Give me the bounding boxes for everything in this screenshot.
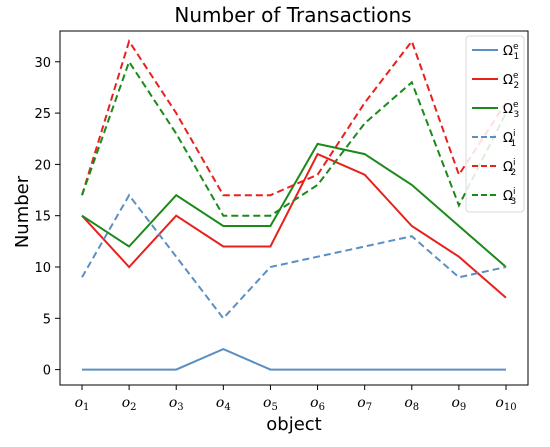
- x-tick-label-2: o3: [169, 395, 184, 413]
- y-tick-label-1: 5: [43, 312, 51, 327]
- y-tick-label-2: 10: [34, 261, 51, 276]
- y-axis-label: Number: [12, 175, 33, 248]
- legend: Ωe 1 Ωe 2 Ωe 3 Ωi 1 Ωi 2 Ωi 3: [465, 35, 525, 213]
- x-tick-label-8: o9: [451, 395, 466, 413]
- y-tick-label-4: 20: [34, 158, 51, 173]
- legend-label-5: Ωi 2: [503, 158, 516, 178]
- chart-title: Number of Transactions: [174, 3, 411, 27]
- y-tick-label-6: 30: [34, 56, 51, 71]
- x-tick-label-1: o2: [122, 395, 137, 413]
- series-layer: [81, 38, 507, 371]
- series-line-5: [81, 38, 507, 197]
- x-tick-label-3: o4: [216, 395, 231, 413]
- legend-box: [465, 35, 525, 213]
- legend-label-3: Ωe 3: [503, 100, 519, 120]
- x-tick-label-0: o1: [75, 395, 90, 413]
- x-tick-label-7: o8: [404, 395, 419, 413]
- series-line-1: [82, 348, 506, 371]
- x-tick-label-6: o7: [357, 395, 372, 413]
- x-tick-label-9: o10: [495, 395, 516, 413]
- axes-layer: 0 5 10 15 20 25 30 o1 o2 o3 o4 o5 o6 o7 o8 o9 o10: [34, 30, 529, 413]
- y-tick-label-3: 15: [34, 210, 51, 225]
- x-tick-label-4: o5: [263, 395, 278, 413]
- legend-label-6: Ωi 3: [503, 187, 516, 207]
- x-axis-label: object: [266, 414, 321, 435]
- plot-frame: [59, 30, 529, 386]
- y-tick-label-5: 25: [34, 107, 51, 122]
- series-line-6: [81, 59, 507, 217]
- series-line-3: [81, 142, 507, 268]
- x-tick-label-5: o6: [310, 395, 325, 413]
- y-tick-label-0: 0: [43, 364, 51, 379]
- legend-label-2: Ωe 2: [503, 71, 519, 91]
- series-line-4: [81, 193, 507, 320]
- series-line-2: [81, 152, 507, 299]
- legend-label-1: Ωe 1: [503, 42, 519, 62]
- legend-label-4: Ωi 1: [503, 129, 516, 149]
